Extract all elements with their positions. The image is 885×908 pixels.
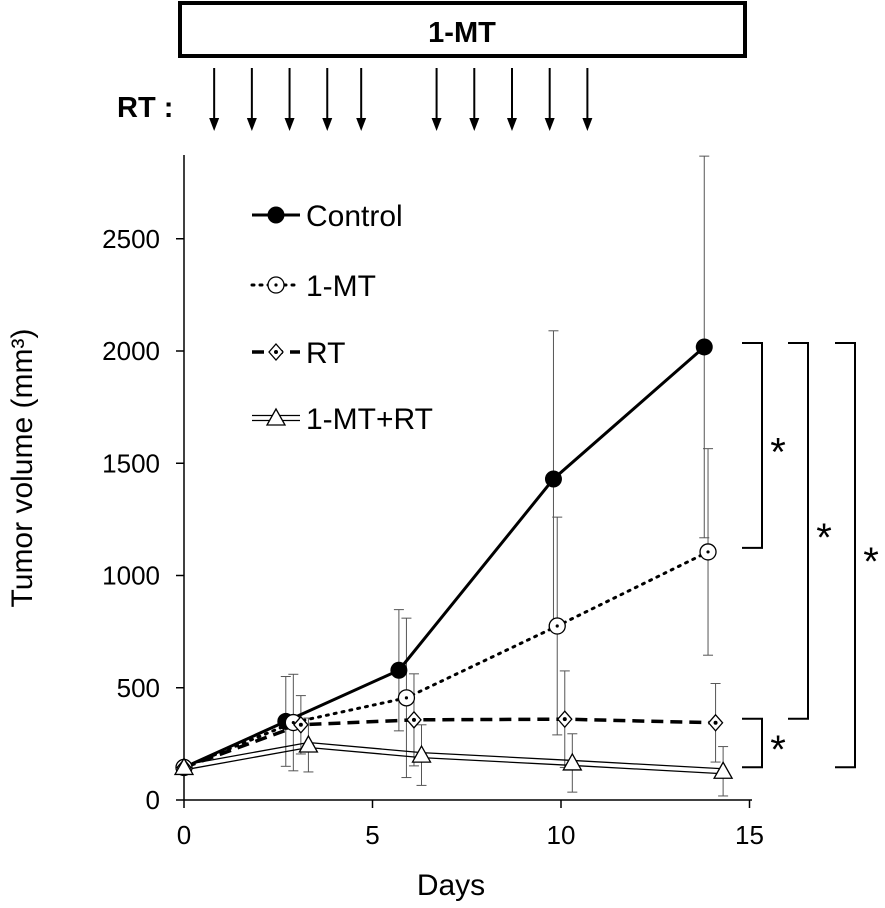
bracket-3: [742, 717, 763, 769]
rt-arrow-head-0: [209, 118, 220, 131]
legend-marker-0: [267, 206, 285, 224]
markers: [173, 338, 734, 779]
treatment-bar-label: 1-MT: [428, 17, 496, 49]
marker-s2-1: [293, 715, 309, 734]
marker-s0-2: [390, 661, 408, 679]
legend-marker-3: [265, 407, 287, 426]
y-tick-label-0: 0: [146, 785, 160, 815]
y-tick-label-1: 500: [117, 673, 160, 703]
marker-s2-2: [406, 710, 422, 729]
marker-s1-4: [699, 543, 717, 561]
marker-s1-3: [548, 617, 566, 635]
legend-marker-1: [267, 276, 285, 294]
marker-s3-2: [411, 744, 432, 763]
rt-arrow-head-9: [582, 118, 593, 131]
y-tick-label-2: 1000: [102, 561, 160, 591]
x-tick-label-1: 5: [365, 820, 379, 850]
rt-arrows: [209, 68, 593, 131]
marker-s0-3: [544, 470, 562, 488]
series-line-2: [183, 717, 716, 770]
rt-arrow-head-1: [246, 118, 257, 131]
legend-marker-1-dot: [274, 283, 278, 287]
bracket-2: [835, 341, 856, 769]
marker-s0-4: [695, 338, 713, 356]
marker-s1-2: [397, 689, 416, 707]
x-axis-label: Days: [417, 869, 485, 902]
error-bars: [179, 155, 729, 797]
treatment-bar: 1-MT: [178, 1, 747, 58]
rt-arrow-head-6: [469, 118, 480, 131]
marker-s2-3: [556, 710, 573, 729]
marker-s1-3-dot: [555, 624, 559, 628]
y-ticks: 0 500 1000 1500 2000 2500: [102, 224, 184, 815]
marker-s2-1-dot: [298, 722, 303, 727]
bracket-1: [788, 341, 809, 720]
marker-s2-4: [707, 713, 724, 732]
marker-s3-0: [173, 757, 195, 776]
rt-arrow-head-2: [284, 118, 295, 131]
legend-marker-2-dot: [274, 350, 278, 354]
treatment-bar-box: [178, 1, 747, 58]
bracket-star-0: *: [770, 430, 786, 474]
marker-s2-2-dot: [411, 717, 416, 722]
marker-s1-2-dot: [404, 696, 409, 700]
legend-label-0: Control: [306, 200, 403, 233]
marker-s3-3: [562, 752, 583, 771]
marker-s1-1-dot: [291, 720, 295, 725]
marker-s2-3-dot: [562, 717, 567, 722]
y-tick-label-5: 2500: [102, 224, 160, 254]
series-lines: [182, 345, 724, 775]
marker-s2-4-dot: [713, 720, 718, 725]
bracket-star-3: *: [770, 728, 786, 772]
significance-brackets: * * * *: [742, 341, 879, 772]
legend-marker-2: [268, 343, 284, 361]
bracket-star-1: *: [816, 516, 832, 560]
rt-arrow-head-3: [322, 118, 333, 131]
legend-label-1: 1-MT: [306, 270, 376, 303]
marker-s3-4: [712, 760, 734, 779]
rt-arrow-head-4: [356, 118, 367, 131]
y-axis-label: Tumor volume (mm³): [6, 329, 39, 608]
bracket-star-2: *: [863, 540, 879, 584]
legend: Control 1-MT RT 1-MT+RT: [250, 200, 433, 436]
marker-s3-1: [298, 734, 319, 753]
series-line-3: [183, 741, 724, 775]
series-line-3-b: [183, 746, 724, 775]
legend-label-2: RT: [306, 337, 345, 370]
x-tick-label-2: 10: [547, 820, 576, 850]
rt-arrow-head-8: [544, 118, 555, 131]
axes: [183, 155, 752, 801]
y-tick-label-4: 2000: [102, 336, 160, 366]
legend-label-3: 1-MT+RT: [306, 403, 433, 436]
y-tick-label-3: 1500: [102, 448, 160, 478]
bracket-0: [742, 341, 763, 549]
rt-arrow-head-5: [431, 118, 442, 131]
series-line-1: [182, 550, 710, 769]
marker-s1-4-dot: [706, 550, 710, 554]
rt-arrow-head-7: [506, 118, 517, 131]
x-tick-label-0: 0: [177, 820, 191, 850]
series-line-0: [183, 345, 706, 769]
x-ticks: 0 5 10 15: [177, 800, 764, 850]
rt-label: RT :: [117, 92, 173, 124]
x-tick-label-3: 15: [735, 820, 764, 850]
